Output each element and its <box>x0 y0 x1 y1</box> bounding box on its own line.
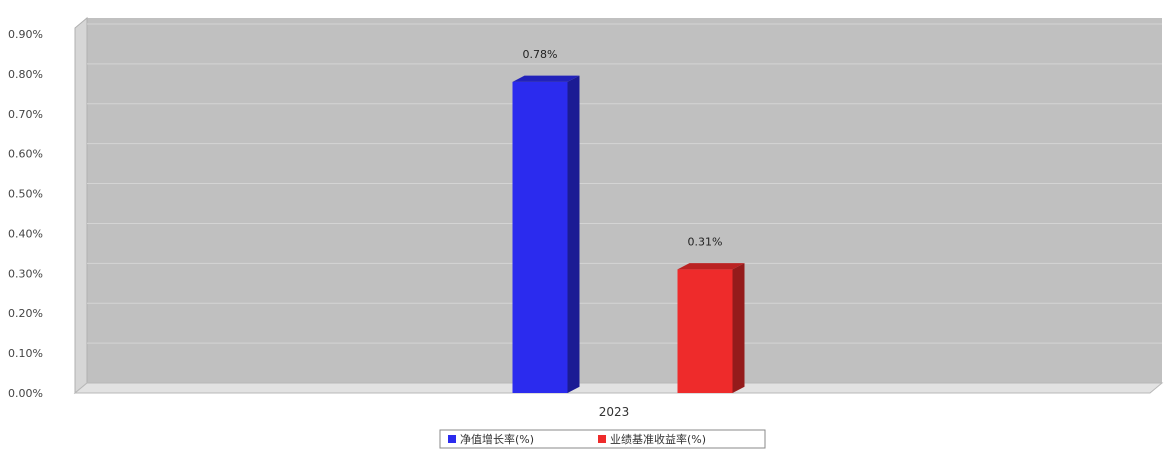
bar: 0.78% <box>512 48 580 393</box>
y-tick-label: 0.60% <box>8 148 43 161</box>
y-tick-label: 0.70% <box>8 108 43 121</box>
bars: 0.78% 0.31% <box>512 48 745 393</box>
bar-side <box>732 263 745 393</box>
y-tick-label: 0.10% <box>8 347 43 360</box>
x-axis: 2023 <box>599 405 630 419</box>
plot-floor <box>73 382 1164 394</box>
plot-left-wall <box>74 16 88 395</box>
y-tick-label: 0.90% <box>8 28 43 41</box>
bar-front <box>677 269 733 393</box>
legend-label: 净值增长率(%) <box>460 432 534 446</box>
bar-front <box>512 81 568 393</box>
plot-back-wall <box>87 18 1162 383</box>
x-tick-label: 2023 <box>599 405 630 419</box>
gridlines <box>87 23 1162 344</box>
y-tick-label: 0.00% <box>8 387 43 400</box>
bar-top <box>512 75 580 82</box>
y-tick-label: 0.40% <box>8 227 43 240</box>
y-tick-label: 0.80% <box>8 68 43 81</box>
legend: 净值增长率(%) 业绩基准收益率(%) <box>439 429 766 449</box>
bar-top <box>677 263 745 270</box>
bar: 0.31% <box>677 235 745 393</box>
bar-side <box>567 75 580 393</box>
y-axis: 0.00% 0.10% 0.20% 0.30% 0.40% 0.50% 0.60% 0.70%… <box>8 28 43 400</box>
legend-label: 业绩基准收益率(%) <box>610 432 706 446</box>
plot-background <box>73 16 1164 395</box>
y-tick-label: 0.50% <box>8 188 43 201</box>
legend-swatch <box>598 435 606 443</box>
legend-swatch <box>448 435 456 443</box>
y-tick-label: 0.30% <box>8 267 43 280</box>
bar-data-label: 0.78% <box>523 48 558 61</box>
y-tick-label: 0.20% <box>8 307 43 320</box>
bar-data-label: 0.31% <box>688 235 723 248</box>
